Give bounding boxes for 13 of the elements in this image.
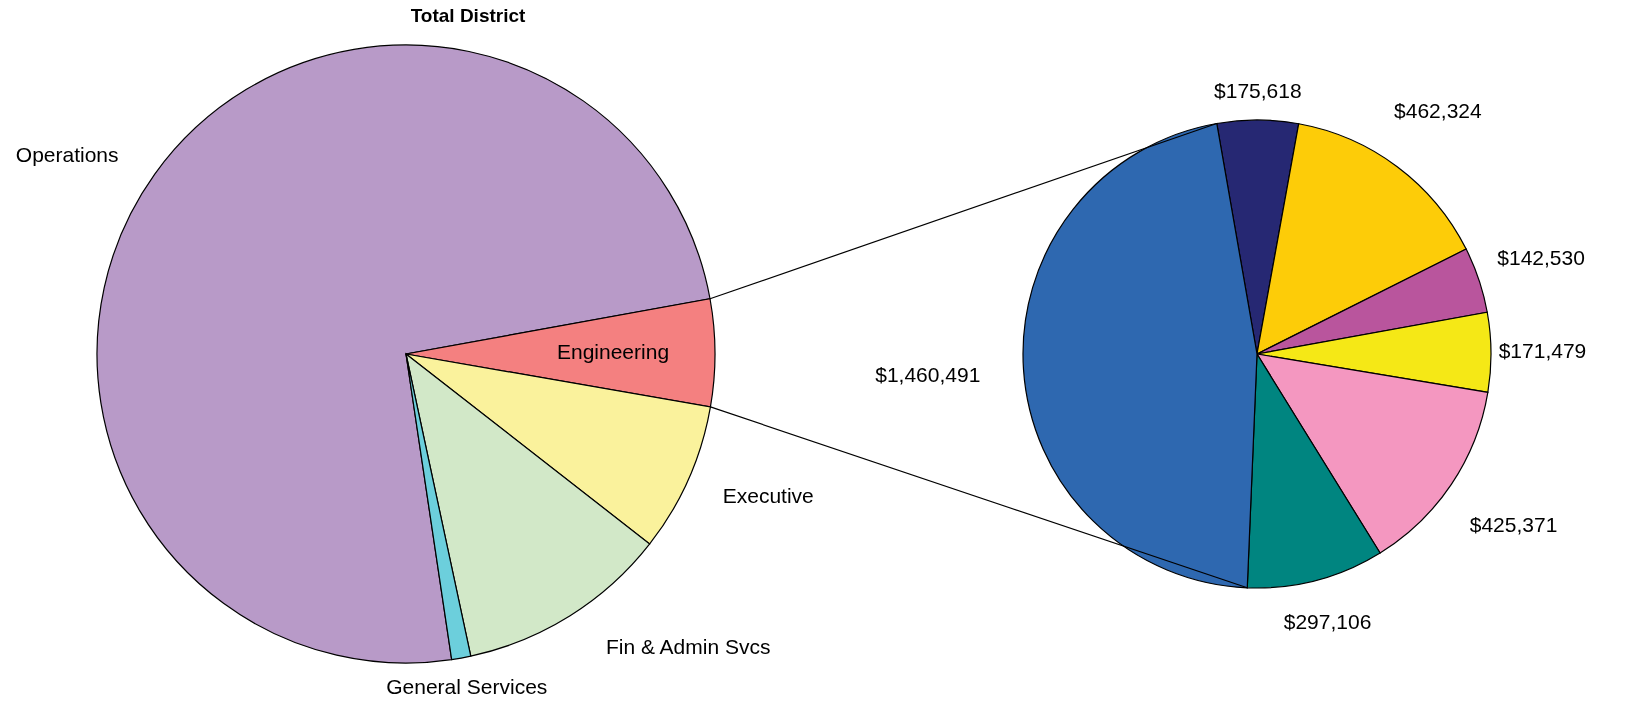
- data-label: $171,479: [1498, 338, 1587, 362]
- chart-title: Total District: [410, 5, 527, 26]
- slice-label: Operations: [15, 143, 119, 167]
- slice-label: General Services: [386, 675, 548, 699]
- data-label: $297,106: [1283, 610, 1372, 634]
- slice-label: Engineering: [556, 340, 670, 364]
- slice-label: Fin & Admin Svcs: [605, 635, 771, 659]
- data-label: $462,324: [1394, 99, 1482, 123]
- data-label: $142,530: [1497, 246, 1585, 270]
- data-label: $175,618: [1214, 78, 1302, 102]
- data-label: $425,371: [1469, 513, 1558, 537]
- data-label: $1,460,491: [875, 362, 981, 386]
- slice-label: Executive: [722, 483, 814, 507]
